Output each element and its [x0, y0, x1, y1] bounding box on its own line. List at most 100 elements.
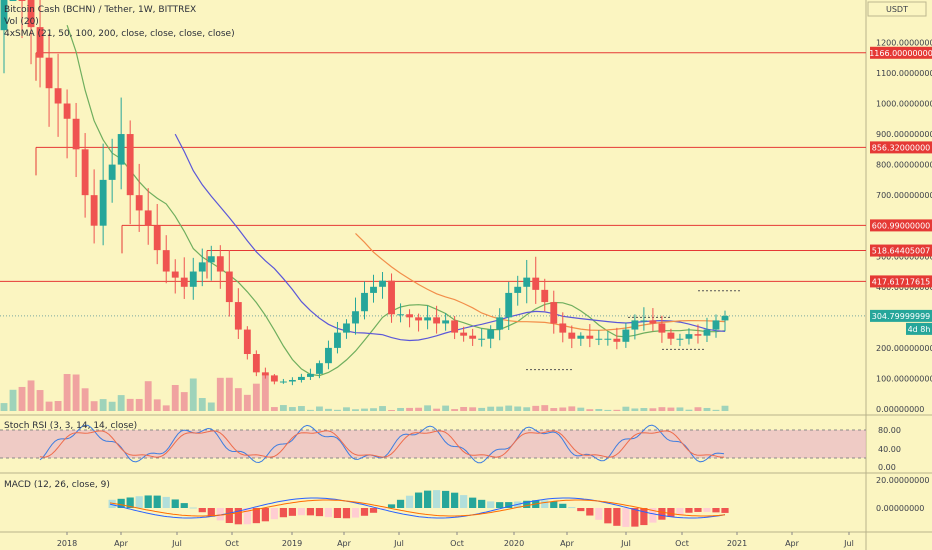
volume-bar: [153, 399, 161, 411]
candle-body: [649, 320, 657, 324]
candle-body: [252, 354, 260, 373]
volume-bar: [180, 392, 188, 411]
candles: [0, 0, 729, 386]
candle-body: [153, 225, 161, 251]
macd-histogram-bar: [333, 508, 342, 519]
volume-bar: [685, 409, 693, 411]
macd-histogram-bar: [117, 498, 125, 508]
stoch-d-line: [39, 430, 724, 458]
chart-title: Bitcoin Cash (BCHN) / Tether, 1W, BITTRE…: [4, 5, 196, 15]
volume-bar: [126, 398, 134, 411]
stoch-tick-label: 0.00: [878, 463, 896, 472]
volume-bar: [595, 408, 603, 411]
macd-histogram-bar: [126, 497, 134, 508]
macd-histogram-bar: [667, 508, 675, 517]
volume-bar: [72, 374, 80, 411]
volume-bar: [216, 377, 224, 411]
candle-body: [667, 332, 675, 339]
volume-bar: [252, 383, 260, 411]
macd-histogram-bar: [243, 508, 251, 525]
macd-histogram-bar: [451, 492, 459, 508]
time-axis[interactable]: 2018 Apr Jul Oct 2019 Apr Jul Oct 2020 Apr Jul Oct 2…: [57, 532, 854, 548]
time-tick-label: 2020: [504, 539, 524, 548]
candle-body: [388, 280, 395, 315]
volume-bar: [694, 407, 702, 411]
macd-histogram-bar: [505, 502, 513, 508]
volume-bar: [261, 374, 269, 411]
stoch-tick-label: 80.00: [878, 426, 901, 435]
time-tick-label: Oct: [675, 539, 689, 548]
macd-tick-label: 20.00000000: [876, 476, 929, 485]
currency-selector[interactable]: [867, 1, 927, 17]
volume-bars: [0, 374, 729, 411]
macd-histogram-bar: [360, 508, 369, 516]
macd-histogram-bar: [442, 490, 450, 508]
volume-bar: [550, 408, 558, 411]
macd-histogram-bar: [423, 490, 432, 508]
macd-histogram-bar: [198, 508, 206, 513]
candle-body: [54, 88, 62, 104]
macd-histogram-bar: [631, 508, 639, 527]
candle-body: [397, 314, 404, 316]
stoch-k-line: [39, 424, 725, 464]
time-tick-label: Oct: [225, 539, 239, 548]
macd-pane: [108, 490, 729, 527]
macd-histogram-bar: [478, 499, 486, 508]
level-price-tag: [870, 275, 932, 288]
macd-histogram-bar: [469, 497, 477, 508]
volume-bar: [63, 374, 71, 411]
candle-body: [514, 286, 522, 293]
volume-bar: [352, 409, 359, 411]
level-price-text: 417.61717615: [872, 277, 931, 286]
volume-bar: [406, 407, 413, 411]
candle-body: [478, 338, 486, 340]
level-price-text: 600.99000000: [872, 221, 931, 230]
volume-bar: [288, 407, 296, 411]
macd-histogram-bar: [351, 508, 360, 518]
macd-label: MACD (12, 26, close, 9): [4, 480, 110, 490]
price-axis[interactable]: USDT 1200.00000000 1100.00000000 1000.00000…: [867, 1, 932, 513]
macd-histogram-bar: [414, 492, 423, 508]
volume-bar: [162, 405, 170, 411]
volume-bar: [658, 407, 666, 411]
candle-body: [559, 323, 567, 333]
volume-bar: [18, 386, 26, 411]
sma-21-line: [66, 25, 726, 377]
volume-bar: [631, 408, 639, 411]
macd-histogram-bar: [180, 503, 188, 508]
candle-body: [361, 292, 368, 312]
macd-histogram-bar: [279, 508, 287, 518]
sma-label: 4xSMA (21, 50, 100, 200, close, close, c…: [4, 29, 235, 39]
candle-body: [189, 271, 197, 287]
candle-body: [433, 317, 441, 324]
time-tick-label: Apr: [337, 539, 352, 548]
candle-body: [640, 320, 648, 322]
price-tick-label: 1100.00000000: [876, 69, 932, 78]
volume-bar: [460, 406, 468, 411]
candle-body: [279, 381, 287, 383]
current-price-text: 304.79999999: [872, 312, 931, 321]
macd-histogram-bar: [550, 501, 558, 508]
candle-body: [27, 0, 35, 28]
macd-histogram-bar: [460, 495, 468, 508]
volume-bar: [189, 378, 197, 411]
candle-body: [270, 375, 278, 382]
candle-body: [352, 311, 359, 324]
volume-bar: [703, 407, 711, 411]
volume-bar: [487, 406, 495, 411]
price-tick-label: 1000.00000000: [876, 100, 932, 109]
candle-body: [216, 256, 224, 272]
volume-bar: [108, 401, 116, 411]
macd-histogram-bar: [144, 495, 152, 508]
macd-histogram-bar: [658, 508, 666, 520]
candle-body: [207, 256, 215, 263]
time-tick-label: Jul: [843, 539, 854, 548]
candle-body: [532, 277, 540, 290]
volume-bar: [712, 409, 720, 411]
price-tick-label: 500.00000000: [876, 252, 932, 261]
macd-histogram-bar: [135, 496, 143, 508]
price-tick-label: 200.00000000: [876, 344, 932, 353]
